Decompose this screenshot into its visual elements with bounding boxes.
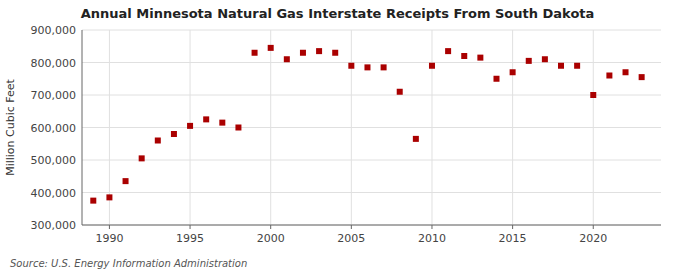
- x-axis-line: [82, 225, 661, 226]
- x-tick-label: 2010: [418, 232, 446, 245]
- point: [461, 53, 467, 59]
- x-tick-label: 2020: [579, 232, 607, 245]
- point: [526, 58, 532, 64]
- point: [316, 48, 322, 54]
- title: Annual Minnesota Natural Gas Interstate …: [81, 6, 595, 21]
- x-grid-line: [512, 30, 513, 225]
- y-axis-label: Million Cubic Feet: [4, 78, 17, 175]
- point: [445, 48, 451, 54]
- x-tick: [512, 225, 513, 229]
- y-grid-line: [82, 95, 661, 96]
- point: [252, 50, 258, 56]
- y-tick-label: 600,000: [31, 122, 77, 135]
- point: [155, 138, 161, 144]
- point: [429, 63, 435, 69]
- y-grid-line: [82, 30, 661, 31]
- y-tick-label: 900,000: [31, 24, 77, 37]
- axes: 300,000 400,000 500,000 600,000 700,000 800,0…: [31, 24, 662, 245]
- y-grid-line: [82, 225, 661, 226]
- x-tick: [270, 225, 271, 229]
- x-tick-label: 2015: [499, 232, 527, 245]
- points: [90, 45, 644, 204]
- y-tick-label: 700,000: [31, 89, 77, 102]
- x-tick-label: 2005: [337, 232, 365, 245]
- point: [268, 45, 274, 51]
- x-tick: [431, 225, 432, 229]
- x-grid-line: [270, 30, 271, 225]
- point: [590, 92, 596, 98]
- point: [558, 63, 564, 69]
- point: [332, 50, 338, 56]
- point: [413, 136, 419, 142]
- point: [574, 63, 580, 69]
- y-tick-label: 800,000: [31, 57, 77, 70]
- x-tick-label: 2000: [257, 232, 285, 245]
- x-tick: [593, 225, 594, 229]
- x-tick-label: 1990: [95, 232, 123, 245]
- point: [300, 50, 306, 56]
- point: [187, 123, 193, 129]
- x-tick: [351, 225, 352, 229]
- point: [623, 69, 629, 75]
- point: [123, 178, 129, 184]
- point: [203, 116, 209, 122]
- y-tick-label: 500,000: [31, 154, 77, 167]
- point: [639, 74, 645, 80]
- point: [364, 64, 370, 70]
- source-note: Source: U.S. Energy Information Administ…: [10, 258, 247, 269]
- point: [381, 64, 387, 70]
- y-grid-line: [82, 192, 661, 193]
- chart: Annual Minnesota Natural Gas Interstate …: [0, 0, 675, 275]
- point: [235, 125, 241, 131]
- point: [284, 56, 290, 62]
- y-tick-label: 300,000: [31, 219, 77, 232]
- point: [510, 69, 516, 75]
- y-axis-line: [82, 30, 83, 225]
- point: [139, 155, 145, 161]
- point: [477, 55, 483, 61]
- point: [171, 131, 177, 137]
- x-grid-line: [351, 30, 352, 225]
- y-tick-label: 400,000: [31, 187, 77, 200]
- point: [348, 63, 354, 69]
- point: [397, 89, 403, 95]
- y-grid-line: [82, 160, 661, 161]
- point: [493, 76, 499, 82]
- x-tick-label: 1995: [176, 232, 204, 245]
- point: [90, 198, 96, 204]
- point: [219, 120, 225, 126]
- point: [542, 56, 548, 62]
- y-grid-line: [82, 127, 661, 128]
- x-grid-line: [593, 30, 594, 225]
- point: [106, 194, 112, 200]
- x-grid-line: [431, 30, 432, 225]
- point: [606, 73, 612, 79]
- x-tick: [109, 225, 110, 229]
- x-tick: [190, 225, 191, 229]
- grid: [82, 30, 661, 225]
